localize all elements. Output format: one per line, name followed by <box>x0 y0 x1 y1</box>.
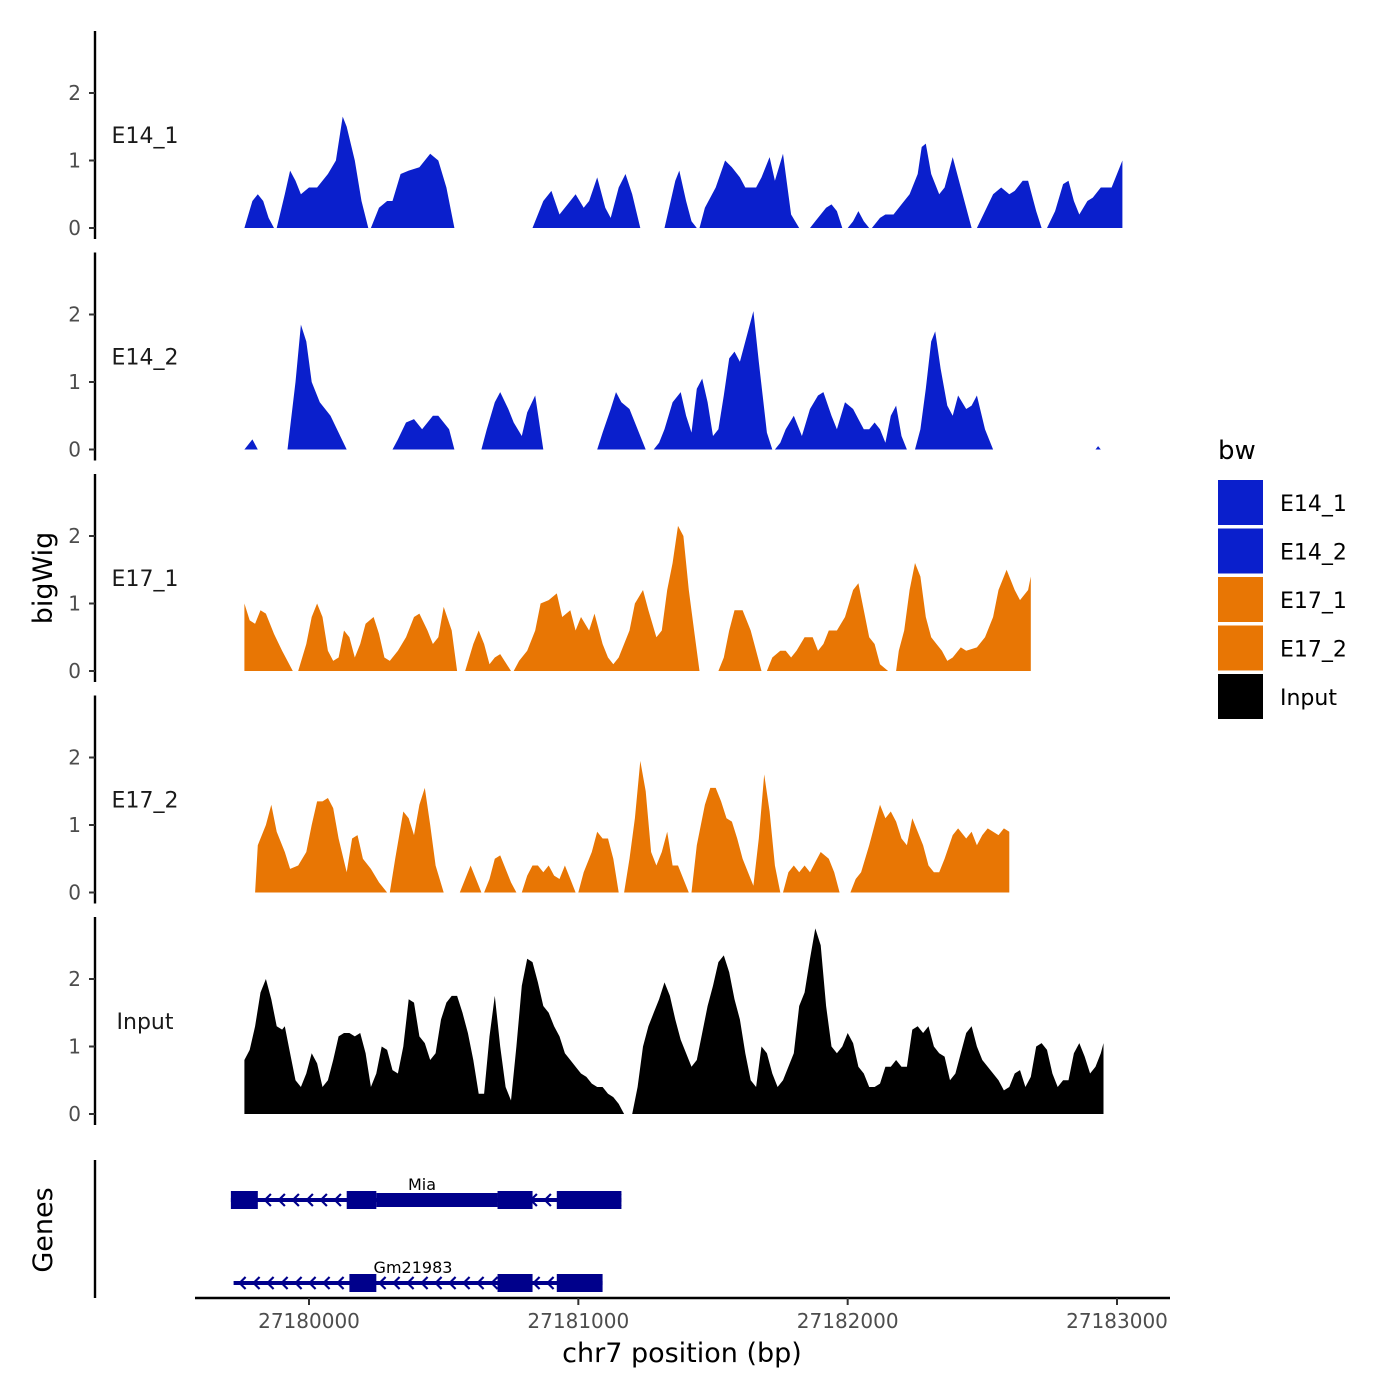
strand-arrow-Gm21983 <box>308 1276 317 1290</box>
track-E17_1: 0 1 2 E17_1 <box>68 474 1031 683</box>
exon-Gm21983-1 <box>497 1274 533 1292</box>
x-axis-title: chr7 position (bp) <box>562 1338 802 1369</box>
gene-label-Mia: Mia <box>408 1175 436 1194</box>
strand-arrow-Mia <box>277 1193 286 1207</box>
signal-area-E14_1 <box>244 116 1123 228</box>
strand-arrow-Mia <box>543 1193 552 1207</box>
y-tick-label-E17_2-0: 0 <box>68 881 81 905</box>
signal-area-E14_2 <box>244 311 1101 450</box>
y-tick-label-E17_1-0: 0 <box>68 659 81 683</box>
strand-arrow-Mia <box>333 1193 342 1207</box>
legend-label-E14_1: E14_1 <box>1280 492 1347 517</box>
strand-arrow-Gm21983 <box>336 1276 345 1290</box>
strand-arrow-Gm21983 <box>420 1276 429 1290</box>
signal-area-Input <box>244 928 1104 1114</box>
x-axis: 27180000 27181000 27182000 27183000 <box>195 1296 1170 1333</box>
y-tick-label-E14_1-1: 1 <box>68 149 81 173</box>
track-label-E17_2: E17_2 <box>112 789 179 814</box>
exon-Gm21983-2 <box>556 1274 603 1292</box>
strand-arrow-Gm21983 <box>532 1276 541 1290</box>
gene-Gm21983: Gm21983 <box>233 1258 603 1292</box>
signal-area-E17_2 <box>255 760 1010 893</box>
gene-block-Mia <box>376 1193 498 1207</box>
track-E14_2: 0 1 2 E14_2 <box>68 252 1101 462</box>
track-Input: 0 1 2 Input <box>68 917 1104 1126</box>
strand-arrow-Mia <box>291 1193 300 1207</box>
y-tick-label-Input-1: 1 <box>68 1035 81 1059</box>
exon-Mia-3 <box>556 1191 622 1209</box>
legend-label-E17_1: E17_1 <box>1280 589 1347 614</box>
strand-arrow-Gm21983 <box>490 1276 499 1290</box>
exon-Mia-0 <box>230 1191 258 1209</box>
strand-arrow-Gm21983 <box>392 1276 401 1290</box>
y-tick-label-E14_2-0: 0 <box>68 438 81 462</box>
y-tick-label-E17_2-2: 2 <box>68 746 81 770</box>
y-tick-label-E14_1-2: 2 <box>68 81 81 105</box>
strand-arrow-Gm21983 <box>294 1276 303 1290</box>
track-label-E17_1: E17_1 <box>112 567 179 592</box>
tracks-layer: 0 1 2 E14_1 0 1 2 E14_2 0 1 2 E17_1 0 1 2 E17_2 0 1 2 Input <box>68 31 1123 1126</box>
strand-arrow-Gm21983 <box>280 1276 289 1290</box>
gene-label-Gm21983: Gm21983 <box>374 1258 453 1277</box>
signal-area-E17_1 <box>244 525 1031 671</box>
strand-arrow-Gm21983 <box>252 1276 261 1290</box>
x-tick-label-27182000: 27182000 <box>797 1309 899 1333</box>
strand-arrow-Mia <box>263 1193 272 1207</box>
exon-Gm21983-0 <box>349 1274 377 1292</box>
strand-arrow-Gm21983 <box>266 1276 275 1290</box>
y-tick-label-E14_2-1: 1 <box>68 370 81 394</box>
y-axis-title: bigWig <box>28 532 59 625</box>
y-tick-label-E14_2-2: 2 <box>68 303 81 327</box>
genes-axis-title: Genes <box>28 1187 59 1272</box>
legend-key-E17_1 <box>1218 577 1263 622</box>
legend-key-E17_2 <box>1218 625 1263 671</box>
track-label-E14_2: E14_2 <box>112 346 179 371</box>
x-tick-label-27181000: 27181000 <box>527 1309 629 1333</box>
legend-label-Input: Input <box>1280 686 1337 711</box>
y-tick-label-Input-0: 0 <box>68 1102 81 1126</box>
legend-key-E14_1 <box>1218 480 1263 525</box>
y-tick-label-E14_1-0: 0 <box>68 216 81 240</box>
strand-arrow-Gm21983 <box>238 1276 247 1290</box>
strand-arrow-Mia <box>319 1193 328 1207</box>
legend-label-E17_2: E17_2 <box>1280 638 1347 663</box>
exon-Mia-1 <box>346 1191 377 1209</box>
strand-arrow-Gm21983 <box>448 1276 457 1290</box>
strand-arrow-Gm21983 <box>476 1276 485 1290</box>
track-E14_1: 0 1 2 E14_1 <box>68 31 1123 240</box>
x-tick-label-27180000: 27180000 <box>258 1309 360 1333</box>
genes-layer: Mia Gm21983 <box>93 1160 622 1298</box>
strand-arrow-Gm21983 <box>322 1276 331 1290</box>
strand-arrow-Gm21983 <box>378 1276 387 1290</box>
legend-key-Input <box>1218 674 1263 719</box>
x-tick-label-27183000: 27183000 <box>1066 1309 1168 1333</box>
y-tick-label-Input-2: 2 <box>68 967 81 991</box>
strand-arrow-Gm21983 <box>462 1276 471 1290</box>
legend: bw E14_1 E14_2 E17_1 E17_2 Input <box>1218 436 1347 719</box>
strand-arrow-Gm21983 <box>546 1276 555 1290</box>
track-label-Input: Input <box>117 1010 174 1035</box>
strand-arrow-Gm21983 <box>406 1276 415 1290</box>
track-E17_2: 0 1 2 E17_2 <box>68 695 1010 905</box>
strand-arrow-Mia <box>305 1193 314 1207</box>
y-tick-label-E17_2-1: 1 <box>68 813 81 837</box>
track-label-E14_1: E14_1 <box>112 124 179 149</box>
legend-title: bw <box>1218 436 1256 466</box>
y-tick-label-E17_1-1: 1 <box>68 592 81 616</box>
gene-Mia: Mia <box>230 1175 622 1209</box>
strand-arrow-Gm21983 <box>434 1276 443 1290</box>
legend-label-E14_2: E14_2 <box>1280 541 1347 566</box>
y-tick-label-E17_1-2: 2 <box>68 524 81 548</box>
legend-key-E14_2 <box>1218 528 1263 574</box>
exon-Mia-2 <box>497 1191 533 1209</box>
